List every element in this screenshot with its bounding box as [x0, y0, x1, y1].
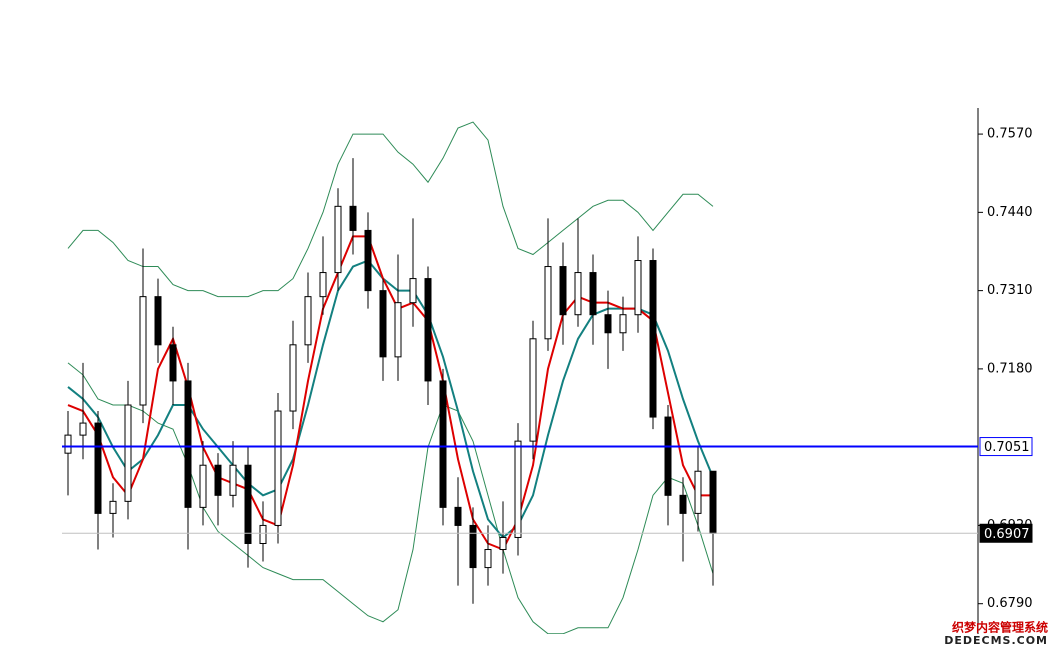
candle-body	[169, 344, 177, 382]
candle-body	[484, 549, 492, 569]
candle-body	[619, 314, 627, 334]
candle-body	[319, 272, 327, 298]
candle-body	[454, 506, 462, 526]
watermark: DEDECMS.COM	[944, 634, 1048, 647]
watermark: 织梦内容管理系统	[952, 620, 1048, 635]
candle-body	[604, 314, 612, 334]
y-tick-label: 0.6790	[987, 596, 1033, 611]
candle-body	[304, 296, 312, 346]
candle-body	[694, 470, 702, 514]
candle-body	[514, 440, 522, 538]
candle-body	[139, 296, 147, 406]
candle-body	[664, 416, 672, 496]
y-tick-label: 0.7570	[987, 127, 1033, 142]
price-label-box	[979, 523, 1033, 543]
candle-body	[544, 266, 552, 340]
candle-body	[94, 422, 102, 514]
indicator-line	[67, 362, 714, 634]
candle-body	[709, 470, 717, 534]
candle-body	[274, 410, 282, 526]
candle-body	[379, 290, 387, 358]
candle-body	[424, 278, 432, 382]
price-label-box	[979, 437, 1033, 457]
candle-body	[64, 434, 72, 454]
y-tick-label: 0.7440	[987, 205, 1033, 220]
indicator-line	[67, 121, 714, 298]
candle-body	[199, 464, 207, 508]
y-tick-label: 0.7310	[987, 283, 1033, 298]
candle-body	[109, 500, 117, 514]
candle-body	[214, 464, 222, 496]
candle-body	[229, 464, 237, 496]
price-label: 0.6907	[984, 527, 1030, 542]
candle-body	[259, 524, 267, 544]
candle-body	[589, 272, 597, 316]
candle-body	[349, 205, 357, 231]
candle-body	[364, 229, 372, 292]
candle-body	[634, 260, 642, 316]
candle-body	[394, 302, 402, 358]
candle-body	[679, 494, 687, 514]
candle-body	[529, 338, 537, 442]
candle-body	[154, 296, 162, 346]
indicator-line	[67, 259, 714, 539]
candle-body	[649, 260, 657, 418]
axis: 0.75700.74400.73100.71800.69200.67900.70…	[978, 127, 1033, 611]
candle-body	[124, 404, 132, 502]
candle-body	[184, 380, 192, 508]
candle-body	[79, 422, 87, 436]
candle-body	[244, 464, 252, 544]
plot-area	[62, 121, 978, 634]
candle-body	[289, 344, 297, 412]
candle-body	[559, 266, 567, 316]
candle-body	[574, 272, 582, 316]
candle-body	[439, 380, 447, 508]
candle-body	[409, 278, 417, 304]
candle-body	[499, 536, 507, 551]
candle-body	[334, 205, 342, 274]
candle-body	[469, 524, 477, 569]
price-label: 0.7051	[984, 440, 1030, 455]
y-tick-label: 0.7180	[987, 361, 1033, 376]
